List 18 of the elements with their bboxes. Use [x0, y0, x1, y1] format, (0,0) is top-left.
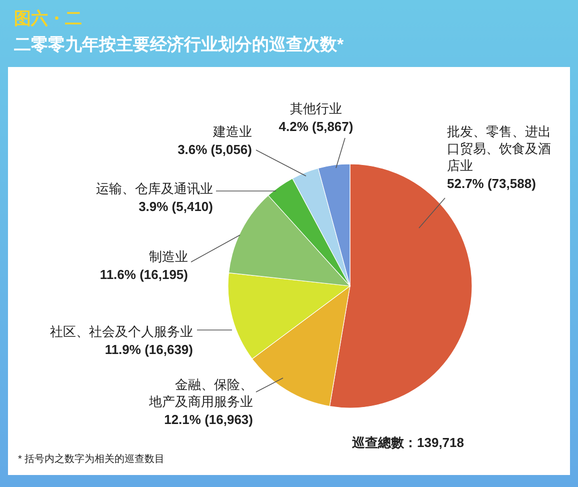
data-label: 12.1% (16,963) [164, 412, 253, 427]
slice-label: 运输、仓库及通讯业 [96, 181, 213, 196]
data-label: 4.2% (5,867) [278, 119, 354, 134]
slice-label: 建造业 [212, 124, 252, 139]
slice-label: 金融、保险、地产及商用服务业 [148, 377, 253, 409]
text: * 括号内之数字为相关的巡查数目 [18, 453, 165, 465]
data-label: 11.9% (16,639) [104, 342, 193, 357]
data-label: 52.7% (73,588) [447, 176, 536, 191]
chart-subtitle: 二零零九年按主要经济行业划分的巡查次数* [14, 35, 344, 54]
data-label: 11.6% (16,195) [100, 267, 188, 282]
text: 巡查總數：139,718 [351, 435, 464, 450]
slice-label: 社区、社会及个人服务业 [50, 324, 193, 339]
data-label: 3.9% (5,410) [138, 199, 213, 214]
slice-label: 制造业 [149, 249, 188, 264]
slice-label: 其他行业 [290, 101, 342, 116]
chart-title: 图六・二 [14, 9, 82, 28]
data-label: 3.6% (5,056) [178, 142, 252, 157]
slice-label: 批发、零售、进出口贸易、饮食及酒店业 [447, 124, 551, 173]
